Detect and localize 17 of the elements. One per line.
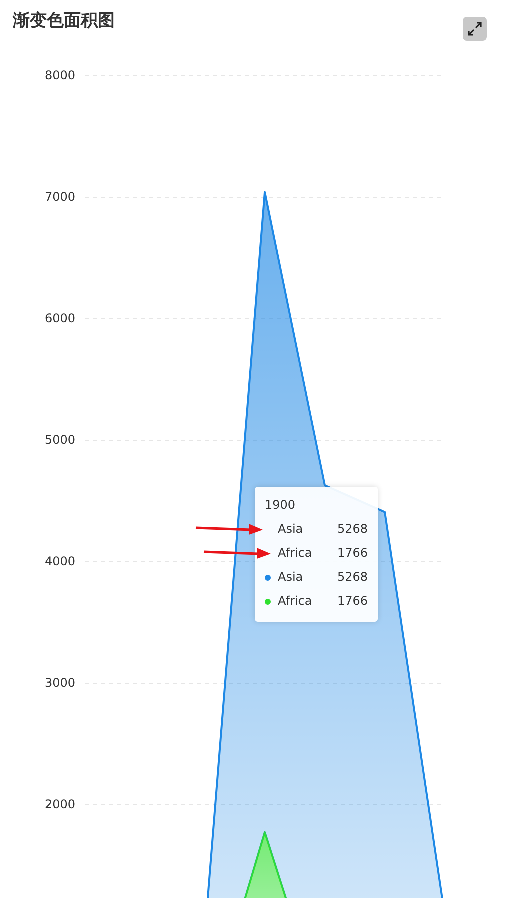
legend-label: Asia xyxy=(278,522,304,536)
x-tick-label: 1900 xyxy=(265,498,297,514)
annotation: 1766 xyxy=(337,546,368,560)
text: Asia xyxy=(278,570,304,584)
y-tick-label: 5000 xyxy=(44,433,76,447)
y-tick-label: 3000 xyxy=(44,676,76,690)
text: Africa xyxy=(278,546,312,560)
annotation: 5268 xyxy=(337,522,368,536)
text: 1766 xyxy=(337,594,368,608)
y-tick-label: 8000 xyxy=(44,68,76,82)
legend-label: Africa xyxy=(278,594,312,608)
y-tick-label: 7000 xyxy=(44,190,76,204)
chart-title: 渐变色面积图 xyxy=(13,10,115,32)
y-tick-label: 6000 xyxy=(44,312,76,326)
text: 5268 xyxy=(337,570,368,584)
y-tick-label: 4000 xyxy=(44,554,76,568)
y-tick-label: 2000 xyxy=(44,798,76,812)
